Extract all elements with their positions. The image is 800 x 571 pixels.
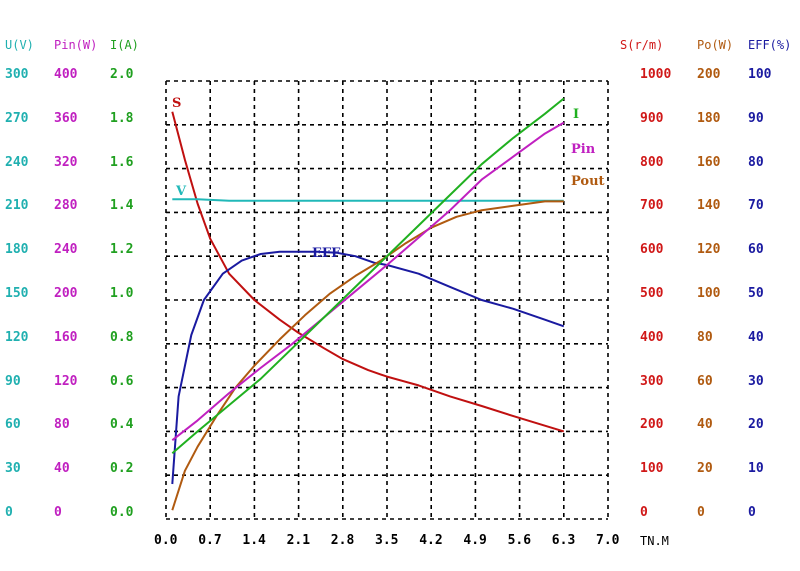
tick-i: 0.4	[110, 417, 134, 433]
tick-eff: 90	[748, 110, 764, 126]
tick-i: 0.8	[110, 329, 134, 345]
tick-po: 40	[697, 417, 713, 433]
grid-lines	[165, 80, 609, 520]
x-tick: 1.4	[242, 533, 266, 548]
tick-pin: 0	[54, 505, 62, 520]
x-tick: 7.0	[596, 533, 620, 548]
tick-u: 270	[5, 110, 29, 126]
series-s-label: S	[172, 96, 181, 111]
x-tick: 4.9	[463, 533, 487, 548]
chart-curves: S V EFF Pout Pin I	[171, 96, 605, 511]
series-i-label: I	[573, 107, 579, 122]
tick-eff: 80	[748, 154, 764, 170]
series-eff-line	[171, 250, 565, 485]
x-tick: 5.6	[507, 533, 532, 548]
tick-s: 100	[640, 461, 664, 477]
tick-s: 400	[640, 329, 664, 345]
series-pin-line	[171, 121, 565, 441]
tick-pin: 360	[54, 110, 78, 126]
series-pin-label: Pin	[571, 142, 596, 157]
tick-pin: 40	[54, 461, 70, 477]
tick-eff: 0	[748, 505, 756, 520]
tick-u: 300	[5, 67, 29, 82]
tick-u: 180	[5, 242, 29, 258]
tick-s: 700	[640, 198, 664, 214]
tick-po: 200	[697, 67, 721, 82]
tick-eff: 10	[748, 461, 764, 477]
x-tick: 2.1	[286, 533, 311, 548]
series-s-line	[171, 111, 565, 433]
axis-title-u: U(V)	[5, 38, 34, 52]
series-i-line	[171, 97, 565, 455]
tick-u: 210	[5, 198, 29, 214]
x-tick: 6.3	[551, 533, 576, 548]
tick-i: 1.6	[110, 154, 134, 170]
tick-s: 1000	[640, 67, 672, 82]
tick-s: 900	[640, 110, 664, 126]
x-tick: 4.2	[419, 533, 443, 548]
tick-eff: 60	[748, 242, 764, 258]
tick-eff: 50	[748, 286, 764, 301]
x-tick: 3.5	[375, 533, 399, 548]
tick-po: 60	[697, 373, 713, 389]
tick-po: 180	[697, 110, 721, 126]
tick-po: 20	[697, 461, 713, 477]
axis-title-pin: Pin(W)	[54, 38, 98, 52]
tick-s: 600	[640, 242, 664, 258]
tick-u: 240	[5, 154, 29, 170]
tick-pin: 160	[54, 329, 78, 345]
tick-pin: 280	[54, 198, 78, 214]
tick-eff: 100	[748, 67, 772, 82]
tick-i: 1.0	[110, 286, 134, 301]
tick-eff: 20	[748, 417, 764, 433]
tick-po: 100	[697, 286, 721, 301]
axis-title-i: I(A)	[110, 38, 139, 52]
tick-pin: 120	[54, 373, 78, 389]
axis-title-s: S(r/m)	[620, 38, 664, 52]
tick-i: 1.8	[110, 110, 134, 126]
tick-i: 2.0	[110, 67, 134, 82]
tick-u: 60	[5, 417, 21, 433]
tick-po: 120	[697, 242, 721, 258]
tick-i: 1.2	[110, 242, 134, 258]
axis-title-eff: EFF(%)	[748, 38, 792, 52]
tick-i: 1.4	[110, 198, 134, 214]
axis-title-po: Po(W)	[697, 38, 734, 52]
series-pout-line	[171, 200, 564, 511]
tick-s: 0	[640, 505, 648, 520]
tick-i: 0.6	[110, 373, 134, 389]
tick-i: 0.2	[110, 461, 134, 477]
tick-u: 120	[5, 329, 29, 345]
tick-po: 140	[697, 198, 721, 214]
tick-po: 160	[697, 154, 721, 170]
series-v-line	[172, 198, 564, 202]
tick-po: 0	[697, 505, 705, 520]
tick-s: 300	[640, 373, 664, 389]
x-tick: 0.7	[198, 533, 222, 548]
tick-s: 200	[640, 417, 664, 433]
series-pout-label: Pout	[571, 174, 605, 189]
tick-s: 800	[640, 154, 664, 170]
tick-pin: 400	[54, 67, 78, 82]
tick-u: 30	[5, 461, 21, 477]
series-v-label: V	[175, 184, 187, 199]
tick-po: 80	[697, 329, 713, 345]
tick-i: 0.0	[110, 505, 134, 520]
tick-pin: 200	[54, 286, 78, 301]
x-tick: 0.0	[154, 533, 178, 548]
tick-pin: 80	[54, 417, 70, 433]
x-tick: 2.8	[330, 533, 355, 548]
tick-eff: 30	[748, 373, 764, 389]
tick-eff: 40	[748, 329, 764, 345]
x-axis-title: TN.M	[640, 534, 669, 548]
tick-eff: 70	[748, 198, 764, 214]
tick-pin: 240	[54, 242, 78, 258]
tick-pin: 320	[54, 154, 78, 170]
series-eff-label: EFF	[312, 246, 341, 261]
tick-s: 500	[640, 286, 664, 301]
tick-u: 90	[5, 373, 21, 389]
tick-u: 150	[5, 286, 29, 301]
tick-u: 0	[5, 505, 13, 520]
